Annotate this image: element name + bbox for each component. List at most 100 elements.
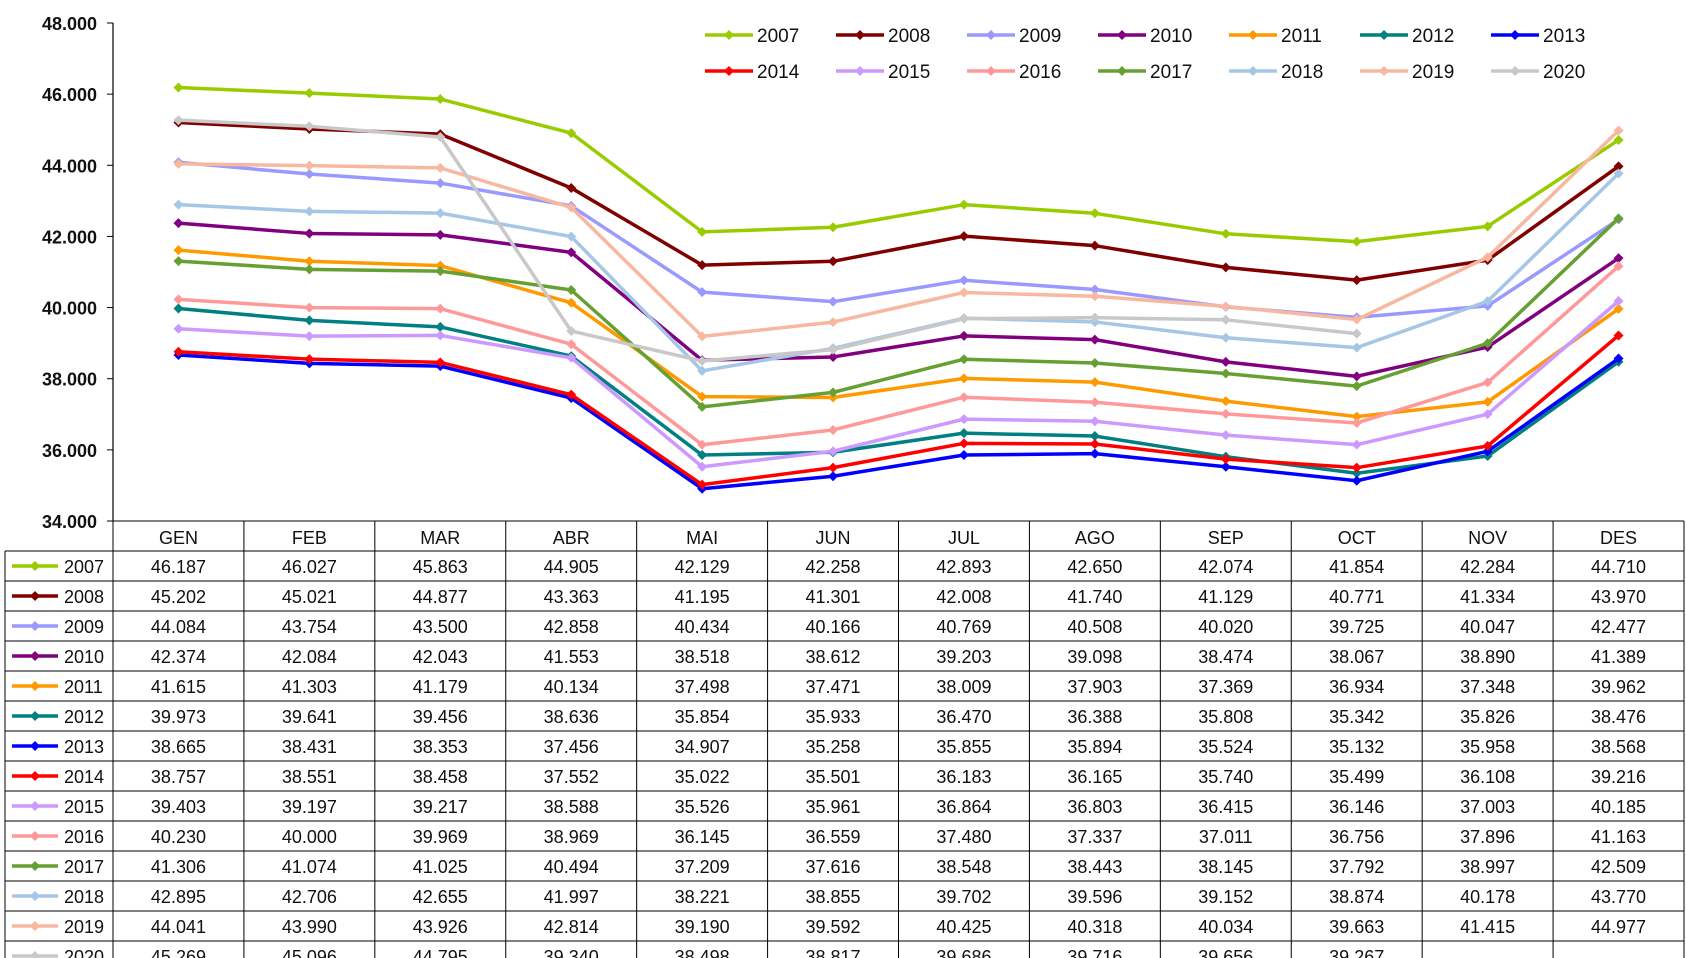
table-cell: 37.616 [806,857,861,877]
data-point-marker [828,222,839,233]
x-tick-label: GEN [159,528,198,548]
legend-label: 2017 [1150,62,1192,83]
table-cell: 43.363 [544,587,599,607]
data-point-marker [435,303,446,314]
data-point-marker [1613,261,1624,272]
row-key-marker [30,561,40,571]
data-point-marker [304,302,315,313]
table-cell: 43.770 [1591,887,1646,907]
data-point-marker [1220,461,1231,472]
table-cell: 41.334 [1460,587,1515,607]
data-point-marker [697,355,708,366]
table-cell: 44.084 [151,617,206,637]
legend-item: 2012 [1360,26,1454,47]
series-2017 [173,213,1624,412]
table-cell: 42.258 [806,557,861,577]
data-point-marker [173,294,184,305]
data-point-marker [435,229,446,240]
table-cell: 44.877 [413,587,468,607]
table-cell: 42.284 [1460,557,1515,577]
data-point-marker [566,352,577,363]
table-cell: 36.415 [1198,797,1253,817]
data-point-marker [304,169,315,180]
table-cell: 41.179 [413,677,468,697]
table-row: 2017 41.306 41.074 41.025 40.494 37.209 37.616… [12,857,1646,877]
table-cell: 39.340 [544,947,599,958]
chart-axes: 34.000 36.000 38.000 40.000 42.000 44.000 46.0… [42,14,114,532]
x-tick-label: ABR [553,528,590,548]
data-point-marker [173,303,184,314]
table-cell: 42.477 [1591,617,1646,637]
table-cell: 35.740 [1198,767,1253,787]
data-point-marker [1613,353,1624,364]
table-cell: 41.303 [282,677,337,697]
table-row: 2018 42.895 42.706 42.655 41.997 38.221 38.855… [12,887,1646,907]
data-point-marker [304,88,315,99]
data-point-marker [1351,275,1362,286]
table-cell: 44.795 [413,947,468,958]
data-point-marker [1482,296,1493,307]
row-year-label: 2010 [64,647,104,667]
legend-item: 2017 [1098,62,1192,83]
table-cell: 37.369 [1198,677,1253,697]
table-cell: 37.209 [675,857,730,877]
data-point-marker [828,351,839,362]
table-cell: 39.686 [936,947,991,958]
data-point-marker [566,339,577,350]
data-point-marker [828,387,839,398]
data-point-marker [173,158,184,169]
table-cell: 36.145 [675,827,730,847]
table-cell: 39.656 [1198,947,1253,958]
legend-item: 2010 [1098,26,1192,47]
x-tick-label: SEP [1208,528,1244,548]
legend-swatch-marker [1117,30,1127,40]
table-cell: 37.792 [1329,857,1384,877]
data-point-marker [958,287,969,298]
data-point-marker [173,82,184,93]
table-cell: 42.043 [413,647,468,667]
data-point-marker [1613,253,1624,264]
table-cell: 39.267 [1329,947,1384,958]
table-cell: 42.074 [1198,557,1253,577]
table-cell: 40.425 [936,917,991,937]
table-cell: 43.990 [282,917,337,937]
table-cell: 39.725 [1329,617,1384,637]
table-cell: 35.854 [675,707,730,727]
table-cell: 39.216 [1591,767,1646,787]
data-point-marker [435,178,446,189]
row-year-label: 2008 [64,587,104,607]
x-tick-label: JUL [948,528,980,548]
table-cell: 34.907 [675,737,730,757]
table-cell: 40.134 [544,677,599,697]
data-point-marker [1351,328,1362,339]
legend-label: 2014 [757,62,800,83]
table-cell: 38.969 [544,827,599,847]
data-point-marker [1220,262,1231,273]
data-point-marker [435,94,446,105]
legend-swatch-marker [986,30,996,40]
table-cell: 35.894 [1067,737,1122,757]
legend-label: 2018 [1281,62,1323,83]
data-point-marker [1613,161,1624,172]
table-row: 2010 42.374 42.084 42.043 41.553 38.518 38.612… [12,647,1646,667]
table-cell: 38.353 [413,737,468,757]
table-cell: 37.348 [1460,677,1515,697]
data-point-marker [697,331,708,342]
data-point-marker [1482,377,1493,388]
y-tick-label: 46.000 [42,85,97,105]
y-tick-label: 44.000 [42,156,97,176]
y-tick-label: 36.000 [42,441,97,461]
legend-label: 2016 [1019,62,1061,83]
table-cell: 37.480 [936,827,991,847]
legend-item: 2008 [836,26,930,47]
table-cell: 37.337 [1067,827,1122,847]
table-cell: 46.187 [151,557,206,577]
data-point-marker [1220,408,1231,419]
table-cell: 35.826 [1460,707,1515,727]
data-point-marker [697,479,708,490]
row-year-label: 2015 [64,797,104,817]
table-cell: 41.025 [413,857,468,877]
table-cell: 42.893 [936,557,991,577]
series-line [178,85,1620,244]
data-point-marker [828,256,839,267]
